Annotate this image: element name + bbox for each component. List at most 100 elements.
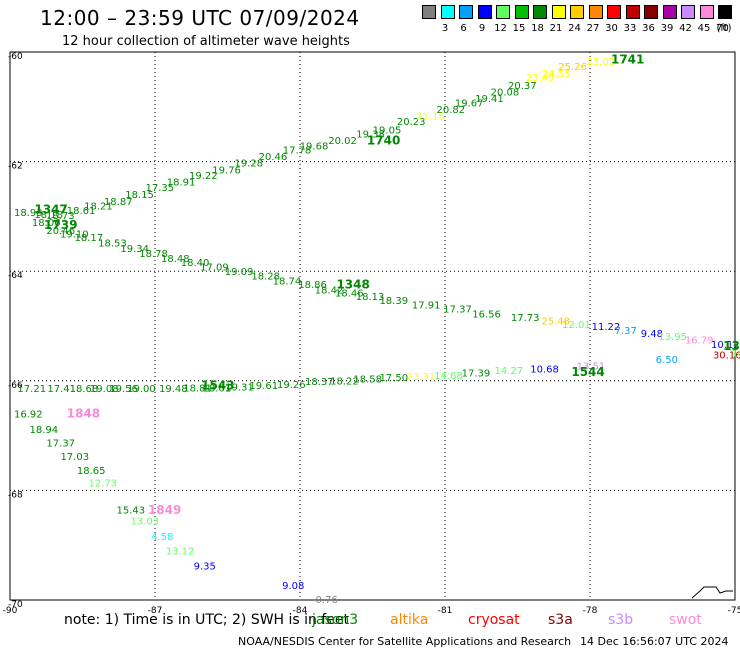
legend-swatch [533, 5, 547, 19]
wave-height-value: 17.21 [17, 384, 46, 395]
wave-height-value: 20.46 [259, 152, 288, 163]
wave-height-value: 19.76 [212, 165, 241, 176]
wave-height-value: 7.37 [615, 326, 637, 337]
wave-height-value: 18.93 [14, 208, 43, 219]
legend-swatch [699, 5, 714, 19]
wave-height-value: 10.68 [530, 365, 559, 376]
wave-height-value: 18.53 [98, 239, 127, 250]
x-tick-label: -81 [438, 606, 453, 616]
x-tick-label: -87 [148, 606, 163, 616]
plot-frame [9, 51, 736, 601]
wave-height-value: 19.38 [356, 130, 385, 141]
legend-label: 15 [512, 23, 526, 34]
legend-label: 33 [623, 23, 637, 34]
wave-height-value: 18.17 [74, 233, 103, 244]
wave-height-value: 4.58 [151, 532, 173, 543]
axis-ticks: -90 -87 -84 -81 -78 -75 -60 -62 -64 -66 -68 -70 [3, 52, 740, 616]
x-tick-label: -78 [583, 606, 598, 616]
legend-swatch [662, 5, 677, 19]
wave-height-value: 25.26 [558, 62, 587, 73]
wave-height-value: 17.50 [379, 373, 408, 384]
wave-height-value: 20.82 [436, 105, 465, 116]
wave-height-value: 18.40 [181, 258, 210, 269]
legend-swatch [496, 5, 510, 19]
legend-label: 12 [494, 23, 507, 34]
legend-swatch [625, 5, 640, 19]
wave-height-value: 18.94 [30, 425, 59, 436]
wave-height-value: 18.91 [167, 177, 196, 188]
wave-height-value: 19.08 [90, 384, 119, 395]
wave-height-value: 25.48 [541, 317, 570, 328]
wave-height-value: 18.58 [353, 375, 382, 386]
generated-timestamp: 14 Dec 16:56:07 UTC 2024 [580, 635, 729, 648]
wave-height-value: 17.39 [462, 369, 491, 380]
wave-height-value: 18.74 [273, 277, 302, 288]
wave-height-value: 30.16 [713, 350, 740, 361]
data-points: 18.9318.0620.4619.1018.1718.5319.3418.78… [14, 57, 740, 606]
legend-label: 70 [716, 23, 729, 34]
legend-swatch [440, 5, 455, 19]
pass-number-label: 1848 [67, 407, 100, 421]
legend-label: 6 [460, 23, 467, 34]
wave-height-value: 13.51 [577, 361, 606, 372]
wave-height-value: 18.42 [315, 285, 344, 296]
wave-height-value: 20.23 [397, 117, 426, 128]
wave-height-value: 19.41 [475, 94, 504, 105]
wave-height-value: 18.22 [330, 376, 359, 387]
wave-height-value: 18.37 [305, 377, 334, 388]
legend-label: 18 [531, 23, 544, 34]
wave-height-value: 19.05 [373, 125, 402, 136]
wave-height-value: 16.56 [472, 309, 501, 320]
wave-height-value: 23.49 [526, 73, 555, 84]
wave-height-value: 12.01 [562, 320, 591, 331]
wave-height-value: 21.15 [416, 112, 445, 123]
wave-height-value: 18.28 [251, 272, 280, 283]
wave-height-value: 18.61 [67, 206, 96, 217]
wave-height-value: 20.02 [328, 136, 357, 147]
wave-height-value: 23.02 [586, 57, 615, 68]
y-tick-label: -66 [8, 381, 23, 391]
legend-label: 45 [697, 23, 711, 34]
wave-height-value: 18.48 [161, 254, 190, 265]
pass-number-label: 1740 [367, 134, 400, 148]
wave-height-value: 19.22 [189, 171, 218, 182]
wave-height-value: 15.43 [117, 506, 146, 517]
satellite-jason3: jason3 [312, 612, 359, 628]
satellite-altika: altika [390, 612, 429, 628]
wave-height-value: 19.68 [300, 142, 329, 153]
legend-unit: (ft) [716, 23, 732, 34]
satellite-s3a: s3a [548, 612, 573, 628]
wave-height-value: 18.87 [104, 197, 133, 208]
wave-height-value: 19.48 [159, 384, 188, 395]
x-tick-label: -90 [3, 606, 18, 616]
wave-height-value: 6.50 [656, 355, 678, 366]
wave-height-value: 19.26 [277, 380, 306, 391]
wave-height-value: 18.18 [34, 210, 63, 221]
wave-height-value: 19.56 [109, 384, 138, 395]
wave-height-value: 12.73 [88, 479, 117, 490]
pass-number-label: 1741 [611, 53, 644, 67]
wave-height-value: 13.95 [658, 332, 687, 343]
legend-label: 3 [441, 23, 449, 34]
wave-height-value: 17.03 [60, 452, 89, 463]
legend-swatch [681, 5, 695, 19]
legend-label: 36 [642, 23, 655, 34]
y-tick-label: -62 [8, 162, 23, 172]
wave-height-value: 20.46 [46, 226, 75, 237]
wave-height-value: 18.15 [125, 190, 154, 201]
legend-swatch [644, 5, 658, 19]
wave-height-value: 9.08 [282, 581, 304, 592]
wave-height-value: 17.91 [412, 301, 441, 312]
wave-height-value: 17.35 [146, 183, 175, 194]
legend-label: 9 [478, 23, 486, 34]
plot-border [9, 51, 736, 601]
legend-swatch [607, 5, 621, 19]
wave-height-value: 18.68 [70, 384, 99, 395]
legend-label: 30 [605, 23, 618, 34]
legend-label: 24 [568, 23, 581, 34]
pass-number-label: 1349 [723, 339, 740, 353]
pass-number-label: 1543 [201, 379, 234, 393]
wave-height-value: 18.13 [356, 292, 385, 303]
wave-height-value: 18.06 [32, 218, 61, 229]
legend-swatch [422, 5, 436, 19]
